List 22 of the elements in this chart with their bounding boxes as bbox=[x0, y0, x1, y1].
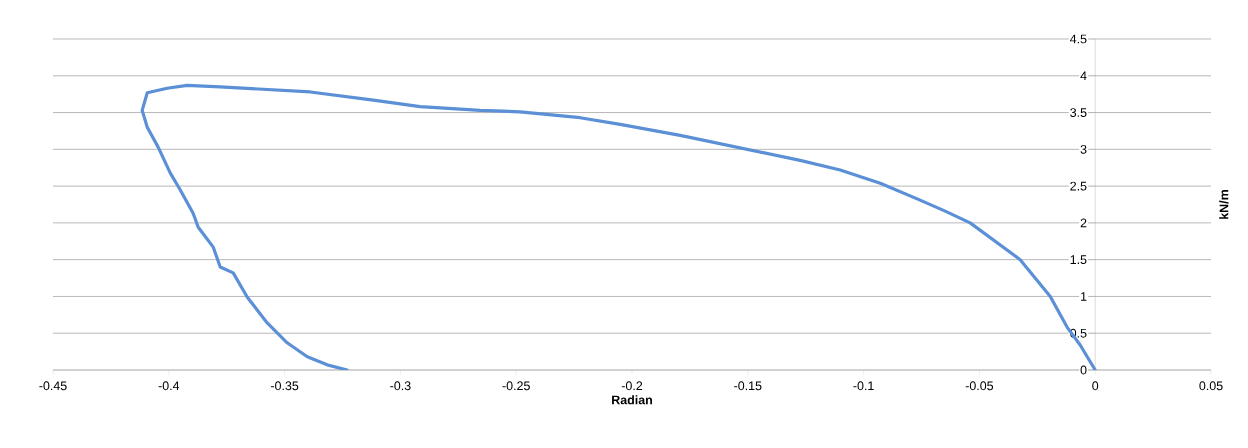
x-tick-label: -0.25 bbox=[502, 381, 530, 391]
x-tick-label: -0.2 bbox=[621, 381, 643, 391]
x-axis-title: Radian bbox=[612, 395, 652, 405]
y-tick-label: 4 bbox=[1080, 71, 1087, 81]
y-tick-label: 1.5 bbox=[1070, 255, 1087, 265]
y-axis-title: kN/m bbox=[1219, 190, 1229, 219]
x-tick-label: 0.05 bbox=[1199, 381, 1223, 391]
x-tick-label: -0.15 bbox=[734, 381, 762, 391]
y-tick-label: 3.5 bbox=[1070, 108, 1087, 117]
x-tick-label: -0.35 bbox=[270, 381, 299, 391]
y-tick-label: 1 bbox=[1081, 292, 1087, 301]
y-tick-label: 3 bbox=[1080, 144, 1087, 154]
x-tick-label: 0 bbox=[1092, 381, 1099, 391]
x-tick-label: -0.3 bbox=[390, 381, 411, 391]
x-tick-label: -0.4 bbox=[158, 381, 180, 391]
x-tick-label: -0.45 bbox=[39, 381, 67, 391]
y-tick-label: 2 bbox=[1080, 218, 1087, 228]
y-tick-label: 0 bbox=[1080, 365, 1087, 375]
y-tick-label: 2.5 bbox=[1070, 181, 1087, 191]
x-tick-label: -0.05 bbox=[965, 381, 994, 391]
y-tick-label: 4.5 bbox=[1069, 34, 1087, 44]
x-tick-label: -0.1 bbox=[853, 381, 874, 391]
